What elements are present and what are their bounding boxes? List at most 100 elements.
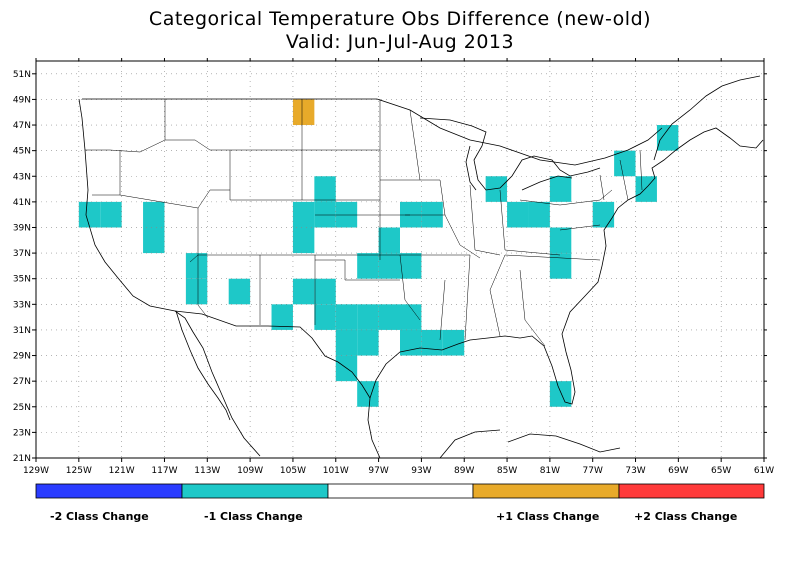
map-frame <box>35 60 765 459</box>
legend-label-plus2: +2 Class Change <box>634 510 737 523</box>
great-lakes-outline <box>419 117 601 191</box>
cell-minus1 <box>335 304 358 330</box>
x-tick-label: 93W <box>411 466 431 476</box>
yucatan-outline <box>439 429 501 459</box>
lake-michigan-outline <box>465 145 477 191</box>
cell-minus1 <box>549 176 572 202</box>
cell-minus1 <box>528 201 550 228</box>
cell-minus1 <box>400 201 422 228</box>
x-tick-label: 105W <box>280 466 306 476</box>
cell-minus1 <box>292 201 315 228</box>
cell-minus1 <box>292 227 315 254</box>
cell-minus1 <box>143 227 165 254</box>
baja-california-outline <box>175 310 231 421</box>
x-tick-label: 77W <box>583 466 603 476</box>
map-title: Categorical Temperature Obs Difference (… <box>148 8 652 30</box>
y-tick-label: 27N <box>13 377 31 387</box>
cell-minus1 <box>549 253 572 279</box>
y-tick-label: 35N <box>13 275 31 285</box>
y-tick-label: 31N <box>13 326 31 336</box>
x-tick-label: 125W <box>66 466 92 476</box>
x-tick-label: 101W <box>323 466 349 476</box>
cell-plus1 <box>292 99 315 126</box>
x-tick-label: 73W <box>625 466 645 476</box>
west-coast-outline <box>78 98 261 457</box>
legend-swatch-plus2 <box>618 483 765 499</box>
legend-swatch-minus1 <box>181 483 329 499</box>
legend-label-minus1: -1 Class Change <box>204 510 303 523</box>
cell-minus1 <box>335 329 358 356</box>
state-borders <box>85 99 643 347</box>
cell-minus1 <box>442 329 465 356</box>
cell-minus1 <box>357 304 379 330</box>
legend-label-minus2: -2 Class Change <box>50 510 149 523</box>
cell-minus1 <box>228 278 251 305</box>
cell-minus1 <box>656 125 679 151</box>
cell-minus1 <box>614 150 636 177</box>
latitude-labels: 21N 23N 25N 27N 29N 31N 33N 35N 37N 39N 41N 43N 45N 4… <box>13 70 767 464</box>
y-tick-label: 51N <box>13 70 31 80</box>
y-tick-label: 23N <box>13 428 31 438</box>
x-tick-label: 69W <box>668 466 688 476</box>
y-tick-label: 41N <box>13 198 31 208</box>
cell-minus1 <box>421 329 443 356</box>
us-mexico-border <box>174 310 371 399</box>
cell-minus1 <box>143 201 165 228</box>
cell-minus1 <box>292 278 315 305</box>
longitude-labels: 129W 125W 121W 117W 113W 109W 105W 101W 97W 93W 89… <box>23 58 774 476</box>
x-tick-label: 81W <box>540 466 560 476</box>
cell-minus1 <box>549 227 572 254</box>
y-tick-label: 39N <box>13 223 31 233</box>
cell-minus1 <box>549 381 572 407</box>
us-canada-border <box>82 98 663 166</box>
cell-minus1 <box>421 201 443 228</box>
canada-east-outline <box>653 75 761 161</box>
mexico-east-coast <box>367 397 381 459</box>
cell-minus1 <box>185 278 208 305</box>
cell-minus1 <box>485 176 508 202</box>
cell-minus1 <box>185 253 208 279</box>
cell-minus1 <box>314 278 336 305</box>
y-tick-label: 45N <box>13 147 31 157</box>
x-tick-label: 117W <box>151 466 177 476</box>
map-subtitle: Valid: Jun-Jul-Aug 2013 <box>285 31 515 53</box>
legend-label-plus1: +1 Class Change <box>496 510 599 523</box>
cell-minus1 <box>400 253 422 279</box>
x-tick-label: 109W <box>237 466 263 476</box>
geographic-outlines <box>78 75 764 459</box>
legend-swatch-minus2 <box>35 483 183 499</box>
legend-swatch-zero <box>327 483 474 499</box>
y-tick-label: 25N <box>13 403 31 413</box>
y-tick-label: 29N <box>13 352 31 362</box>
cell-minus1 <box>335 201 358 228</box>
x-tick-label: 113W <box>194 466 220 476</box>
cell-minus1 <box>378 304 400 330</box>
cuba-outline <box>507 433 621 453</box>
east-coast-outline <box>601 127 764 267</box>
map-border <box>35 60 765 459</box>
x-tick-label: 61W <box>754 466 774 476</box>
y-tick-label: 33N <box>13 300 31 310</box>
x-tick-label: 89W <box>454 466 474 476</box>
cell-minus1 <box>271 304 293 330</box>
cell-minus1 <box>592 201 615 228</box>
cell-minus1 <box>357 253 379 279</box>
y-tick-label: 49N <box>13 95 31 105</box>
cell-minus1 <box>314 304 336 330</box>
cell-minus1 <box>357 329 379 356</box>
x-tick-label: 65W <box>711 466 731 476</box>
y-tick-label: 37N <box>13 249 31 259</box>
cell-minus1 <box>314 201 336 228</box>
cell-minus1 <box>400 304 422 330</box>
lake-erie-outline <box>521 175 573 191</box>
y-tick-label: 21N <box>13 454 31 464</box>
cell-minus1 <box>635 176 657 202</box>
legend-swatch-plus1 <box>472 483 620 499</box>
cell-minus1 <box>100 201 122 228</box>
x-tick-label: 97W <box>368 466 388 476</box>
x-tick-label: 85W <box>497 466 517 476</box>
x-tick-label: 129W <box>23 466 49 476</box>
grid-cells-layer <box>78 99 679 407</box>
legend: -2 Class Change -1 Class Change +1 Class… <box>35 483 765 523</box>
